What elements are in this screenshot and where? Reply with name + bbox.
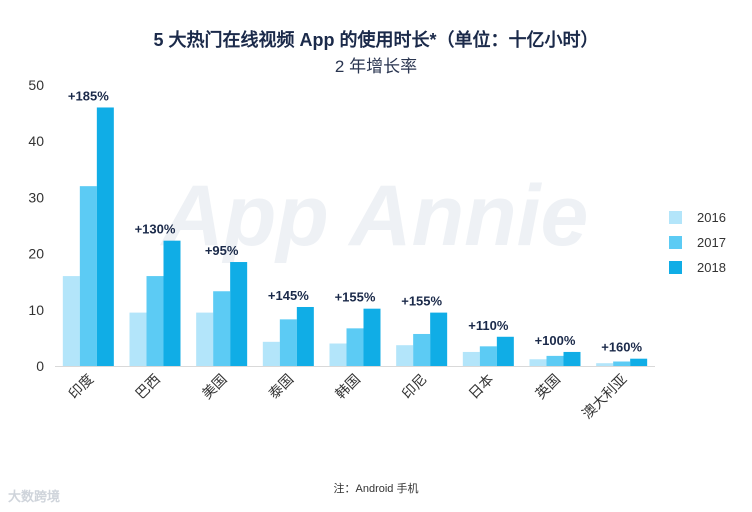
y-tick-label: 40 — [28, 133, 44, 149]
y-tick-label: 30 — [28, 189, 44, 205]
y-axis: 0 10 20 30 40 50 — [28, 77, 655, 374]
bar-2018-2 — [230, 262, 248, 366]
growth-label: +130% — [135, 222, 176, 237]
bar-2018-6 — [496, 336, 514, 366]
growth-labels: +185% +130% +95% +145% +155% +155% +110% +100% +… — [68, 88, 643, 354]
bar-2016-8 — [596, 363, 614, 366]
y-tick-label: 0 — [36, 358, 44, 374]
bar-2018-0 — [96, 107, 114, 366]
growth-label: +100% — [535, 333, 576, 348]
bar-2017-1 — [146, 276, 164, 366]
growth-label: +185% — [68, 88, 109, 103]
chart-title: 5 大热门在线视频 App 的使用时长*（单位：十亿小时） — [153, 30, 599, 50]
x-tick-label: 泰国 — [265, 371, 296, 402]
bar-2017-4 — [346, 328, 364, 366]
growth-label: +110% — [468, 318, 509, 333]
growth-label: +155% — [335, 290, 376, 305]
growth-label: +145% — [268, 288, 309, 303]
bar-2018-7 — [563, 351, 581, 366]
bar-2018-5 — [430, 312, 448, 366]
bar-2017-8 — [613, 361, 631, 366]
legend-swatch-2018 — [669, 261, 682, 274]
x-axis: 印度 巴西 美国 泰国 韩国 印尼 日本 英国 澳大利亚 — [65, 371, 629, 422]
x-tick-label: 印尼 — [399, 371, 430, 402]
x-tick-label: 韩国 — [332, 371, 363, 402]
legend-swatch-2017 — [669, 236, 682, 249]
legend-label-2017: 2017 — [697, 235, 726, 250]
x-tick-label: 日本 — [465, 371, 496, 402]
growth-label: +155% — [401, 294, 442, 309]
bar-2016-6 — [462, 351, 480, 366]
bar-2016-7 — [529, 359, 547, 366]
x-tick-label: 巴西 — [132, 371, 163, 402]
legend: 2016 2017 2018 — [669, 210, 726, 275]
bar-2016-0 — [62, 276, 80, 366]
y-tick-label: 10 — [28, 302, 44, 318]
growth-label: +95% — [205, 243, 239, 258]
bar-2018-1 — [163, 240, 181, 366]
bar-2016-1 — [129, 312, 147, 366]
bar-2016-2 — [196, 312, 214, 366]
bar-2017-3 — [279, 319, 297, 366]
bars-group — [62, 107, 648, 366]
x-tick-label: 英国 — [532, 371, 563, 402]
footnote: 注：Android 手机 — [333, 483, 419, 495]
growth-label: +160% — [601, 340, 642, 355]
chart-subtitle: 2 年增长率 — [334, 57, 418, 76]
legend-label-2016: 2016 — [697, 210, 726, 225]
bar-2017-5 — [413, 333, 431, 366]
bar-2017-7 — [546, 355, 564, 366]
y-tick-label: 20 — [28, 246, 44, 262]
bar-2017-0 — [79, 186, 97, 366]
x-tick-label: 印度 — [65, 371, 96, 402]
brand-watermark: 大数跨境 — [8, 489, 61, 504]
x-tick-label: 美国 — [199, 371, 230, 402]
bar-2018-8 — [630, 358, 648, 366]
bar-2016-4 — [329, 343, 347, 366]
bar-2016-5 — [396, 345, 414, 366]
bar-2018-3 — [296, 306, 314, 366]
x-tick-label: 澳大利亚 — [579, 371, 630, 422]
legend-swatch-2016 — [669, 211, 682, 224]
bar-2016-3 — [262, 341, 280, 366]
watermark: App Annie — [160, 168, 589, 264]
legend-label-2018: 2018 — [697, 260, 726, 275]
bar-2017-2 — [213, 291, 231, 366]
bar-2018-4 — [363, 308, 381, 366]
bar-2017-6 — [479, 346, 497, 366]
y-tick-label: 50 — [28, 77, 44, 93]
